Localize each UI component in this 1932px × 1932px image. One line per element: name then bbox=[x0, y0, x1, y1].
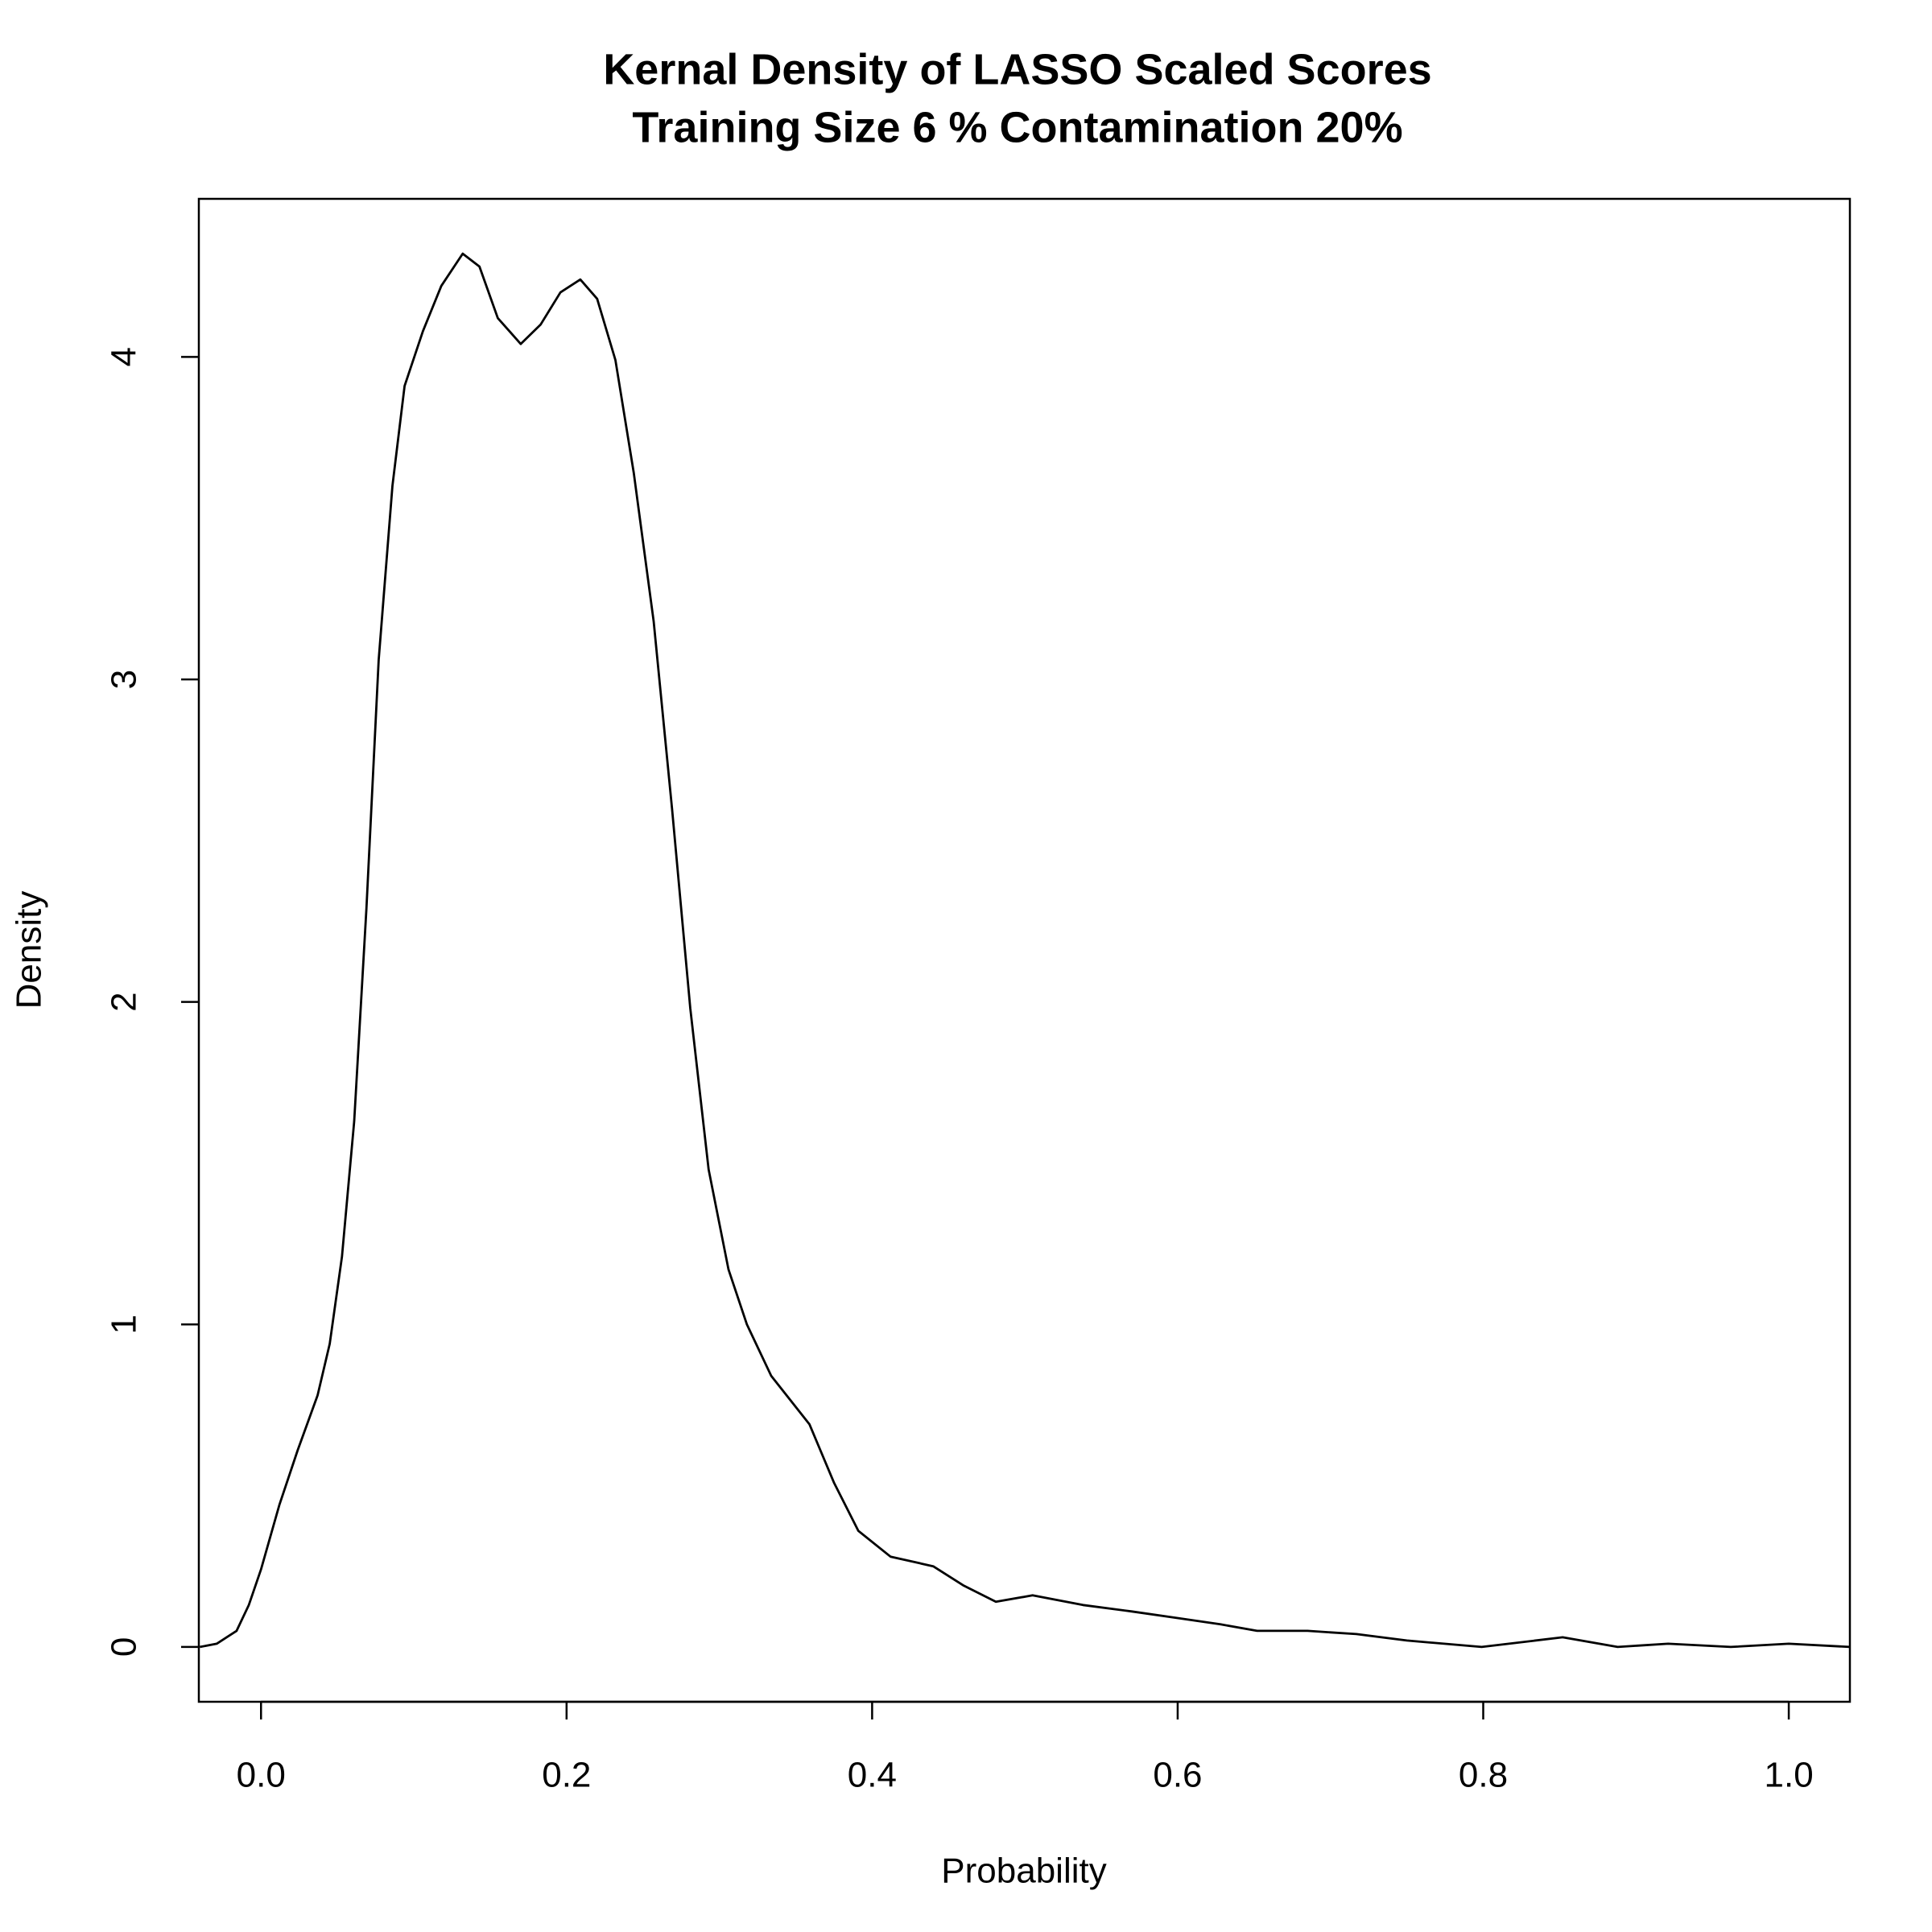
density-line bbox=[200, 252, 1851, 1649]
x-tick-label: 1.0 bbox=[1765, 1756, 1814, 1795]
y-tick-label: 3 bbox=[105, 670, 144, 689]
y-tick-label: 0 bbox=[105, 1637, 144, 1657]
x-tick-label: 0.8 bbox=[1459, 1756, 1508, 1795]
y-axis-label: Density bbox=[10, 891, 49, 1009]
x-tick-label: 0.2 bbox=[542, 1756, 591, 1795]
chart-title: Kernal Density of LASSO Scaled Scores bbox=[603, 45, 1431, 93]
x-axis-label: Probability bbox=[941, 1852, 1106, 1891]
plot-frame bbox=[197, 197, 1852, 1703]
y-tick-label: 2 bbox=[105, 992, 144, 1011]
y-tick-label: 1 bbox=[105, 1315, 144, 1334]
chart-subtitle: Training Size 6 % Contamination 20% bbox=[632, 103, 1402, 151]
x-tick-label: 0.4 bbox=[848, 1756, 897, 1795]
x-tick-label: 0.6 bbox=[1153, 1756, 1202, 1795]
y-tick-label: 4 bbox=[105, 347, 144, 366]
x-tick-label: 0.0 bbox=[237, 1756, 286, 1795]
